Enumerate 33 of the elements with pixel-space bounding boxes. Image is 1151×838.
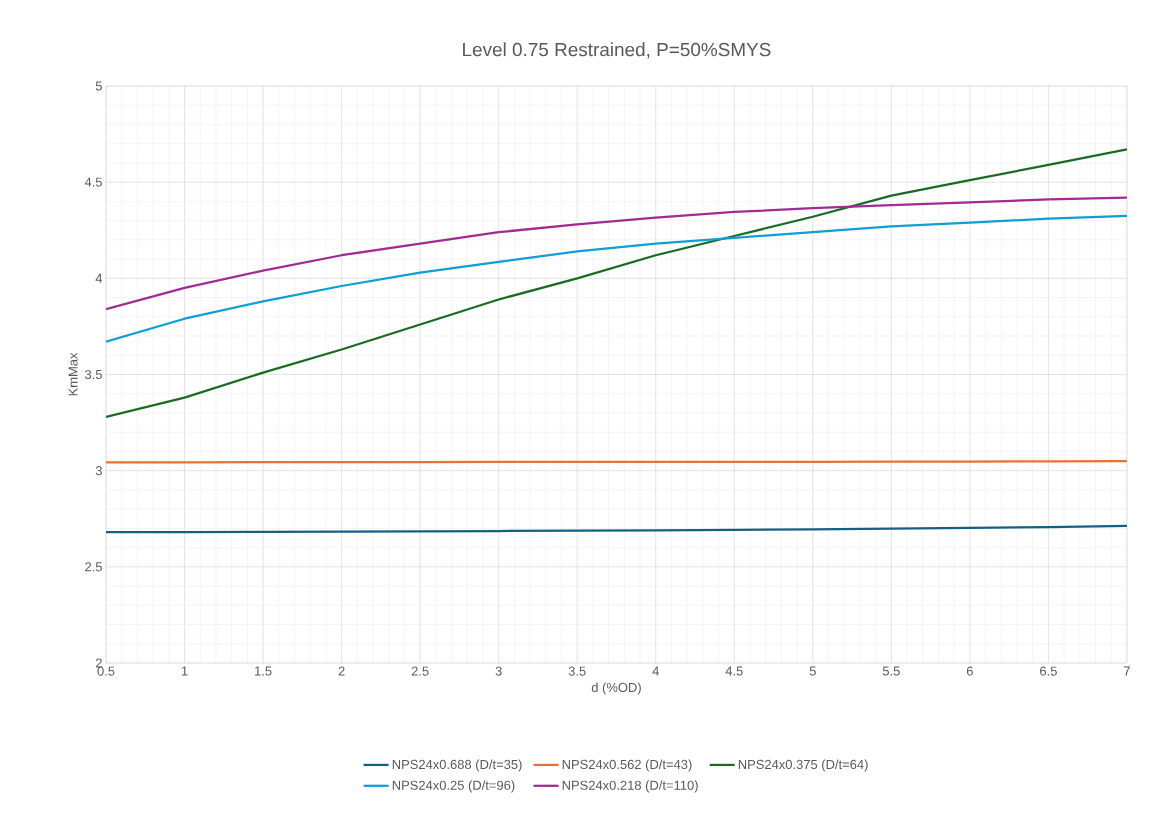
x-tick-label: 2 — [338, 666, 345, 676]
chart-title: Level 0.75 Restrained, P=50%SMYS — [463, 42, 771, 59]
x-tick-label: 1 — [181, 666, 188, 676]
x-tick-label: 7 — [1124, 666, 1130, 676]
y-tick-label: 2 — [95, 658, 102, 668]
line-series — [106, 148, 1127, 418]
legend-label: NPS24x0.688 (D/t=35) — [392, 759, 522, 772]
x-tick-label: 1.5 — [255, 666, 272, 676]
legend-label: NPS24x0.562 (D/t=43) — [562, 759, 692, 772]
y-tick-label: 5 — [95, 81, 102, 91]
x-tick-label: 3.5 — [568, 666, 586, 676]
legend-label: NPS24x0.25 (D/t=96) — [392, 780, 515, 793]
legend-label: NPS24x0.218 (D/t=110) — [562, 780, 698, 793]
x-axis-title: d (%OD) — [591, 682, 641, 695]
x-tick-label: 4 — [652, 666, 659, 676]
line-series — [106, 214, 1127, 343]
x-tick-label: 2.5 — [411, 666, 429, 676]
x-tick-label: 4.5 — [725, 666, 743, 676]
x-tick-label: 0.5 — [97, 666, 115, 676]
x-tick-label: 6 — [966, 666, 973, 676]
x-tick-label: 6.5 — [1040, 666, 1057, 676]
y-tick-label: 4.5 — [84, 177, 102, 187]
x-tick-label: 5 — [809, 666, 816, 676]
y-tick-label: 3 — [95, 466, 102, 476]
y-axis-title: KmMax — [68, 352, 78, 396]
x-tick-label: 5.5 — [882, 666, 900, 676]
y-tick-label: 2.5 — [85, 562, 102, 572]
y-tick-label: 3.5 — [84, 369, 102, 380]
line-series — [106, 524, 1127, 534]
legend-label: NPS24x0.375 (D/t=64) — [738, 759, 868, 772]
y-tick-label: 4 — [95, 273, 103, 283]
line-series — [106, 196, 1127, 311]
x-tick-label: 3 — [495, 666, 502, 676]
